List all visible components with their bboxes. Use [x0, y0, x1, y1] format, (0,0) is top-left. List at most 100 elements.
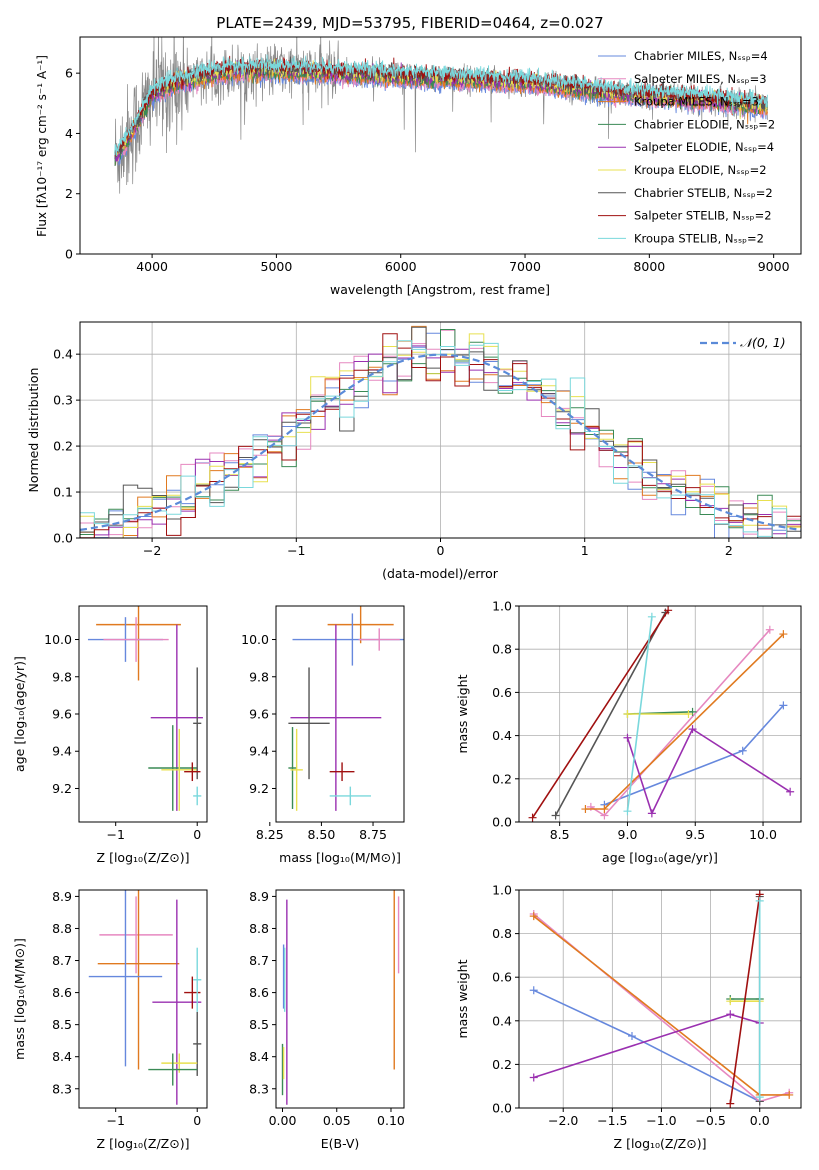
- mass-weight-line: [604, 704, 784, 806]
- y-tick-label: 9.8: [52, 669, 72, 684]
- x-axis-label: Z [log₁₀(Z/Z⊙)]: [97, 850, 190, 865]
- x-axis-label: Z [log₁₀(Z/Z⊙)]: [614, 1136, 707, 1151]
- y-tick-label: 8.7: [52, 953, 72, 968]
- mass-weight-point: [755, 896, 764, 905]
- x-tick-label: 0: [437, 543, 445, 558]
- mass-weight-point: [765, 625, 774, 634]
- y-tick-label: 1.0: [492, 883, 512, 898]
- y-tick-label: 0.1: [53, 485, 73, 500]
- panel-frame-3: 8.25 8.50 8.75 9.2 9.4 9.6 9.8 10.0: [241, 605, 405, 842]
- x-tick-label: 8.5: [550, 827, 570, 842]
- y-tick-label: 8.4: [249, 1049, 269, 1064]
- y-tick-label: 1.0: [492, 599, 512, 614]
- x-tick-label: 2: [725, 543, 733, 558]
- plot-area: [281, 890, 400, 1105]
- mass-weight-line: [585, 633, 784, 810]
- y-tick-label: 8.4: [52, 1049, 72, 1064]
- plot-area: [114, 37, 768, 194]
- x-axis-label: (data-model)/error: [382, 566, 499, 581]
- mass-weight-line: [626, 727, 791, 816]
- legend-label: Kroupa STELIB, Nₛₛₚ=2: [634, 231, 764, 245]
- x-tick-label: 7000: [509, 259, 541, 274]
- x-tick-label: 1: [581, 543, 589, 558]
- y-tick-label: 9.4: [52, 744, 72, 759]
- y-tick-label: 0.8: [492, 926, 512, 941]
- x-axis-label: mass [log₁₀(M/M⊙)]: [279, 850, 401, 865]
- legend-label: Salpeter ELODIE, Nₛₛₚ=4: [634, 140, 774, 154]
- y-tick-label: 9.8: [249, 669, 269, 684]
- x-axis-label: Z [log₁₀(Z/Z⊙)]: [97, 1136, 190, 1151]
- y-tick-label: 0.3: [53, 393, 73, 408]
- y-tick-label: 9.6: [249, 707, 269, 722]
- x-tick-label: 9.5: [685, 827, 705, 842]
- mass-weight-point: [726, 997, 735, 1006]
- legend-label: Chabrier MILES, Nₛₛₚ=4: [634, 49, 768, 63]
- x-tick-label: 8.75: [359, 827, 387, 842]
- mass-weight-point: [779, 701, 788, 710]
- y-tick-label: 8.6: [249, 985, 269, 1000]
- panel-frame-6: 0.00 0.05 0.10 8.3 8.4 8.5 8.6 8.7 8.8 8.9: [249, 889, 405, 1128]
- y-tick-label: 0.0: [53, 531, 73, 546]
- y-tick-label: 8.6: [52, 985, 72, 1000]
- y-tick-label: 8.9: [249, 889, 269, 904]
- mass-weight-point: [581, 805, 590, 814]
- axes-frame: [79, 36, 802, 255]
- panel-frame-1: −2 −1 0 1 2 0.0 0.1 0.2 0.3 0.4: [53, 321, 802, 558]
- x-tick-label: 0.0: [750, 1113, 770, 1128]
- y-tick-label: 8.5: [52, 1017, 72, 1032]
- legend-label: Chabrier STELIB, Nₛₛₚ=2: [634, 186, 773, 200]
- mass-weight-point: [551, 811, 560, 820]
- plot-area: [88, 890, 202, 1105]
- mass-weight-point: [623, 807, 632, 816]
- x-tick-label: 0.05: [323, 1113, 351, 1128]
- y-tick-label: 9.6: [52, 707, 72, 722]
- figure-title: PLATE=2439, MJD=53795, FIBERID=0464, z=0…: [216, 14, 603, 32]
- panel-frame-4: 8.5 9.0 9.5 10.0 0.0 0.2 0.4 0.6 0.8 1.0: [492, 599, 802, 842]
- mass-weight-point: [688, 707, 697, 716]
- mass-weight-point: [664, 606, 673, 615]
- y-tick-label: 0.2: [53, 439, 73, 454]
- y-axis-label: age [log₁₀(age/yr)]: [12, 656, 27, 772]
- mass-weight-point: [779, 630, 788, 639]
- mass-weight-point: [600, 805, 609, 814]
- y-tick-label: 8.8: [52, 921, 72, 936]
- x-tick-label: −2.0: [548, 1113, 578, 1128]
- mass-weight-point: [785, 1090, 794, 1099]
- mass-weight-point: [627, 1032, 636, 1041]
- mass-weight-point: [647, 809, 656, 818]
- normal-curve: [80, 353, 801, 531]
- panel-frame-7: −2.0 −1.5 −1.0 −0.5 0.0 0.0 0.2 0.4 0.6 0.8 1.0: [492, 883, 802, 1128]
- legend-label: Salpeter MILES, Nₛₛₚ=3: [634, 72, 767, 86]
- x-axis-label: wavelength [Angstrom, rest frame]: [330, 282, 550, 297]
- axes-frame: [275, 889, 405, 1109]
- axes-frame: [78, 605, 208, 823]
- x-axis-label: age [log₁₀(age/yr)]: [602, 850, 718, 865]
- plot-area: [288, 606, 404, 811]
- legend-label: 𝒩(0, 1): [740, 335, 786, 350]
- y-axis-label: mass weight: [455, 674, 470, 753]
- y-tick-label: 8.5: [249, 1017, 269, 1032]
- y-tick-label: 8.3: [52, 1081, 72, 1096]
- y-tick-label: 0.4: [53, 347, 73, 362]
- plot-area: [87, 606, 203, 811]
- x-tick-label: 10.0: [749, 827, 777, 842]
- x-tick-label: 8.25: [256, 827, 284, 842]
- legend-label: Salpeter STELIB, Nₛₛₚ=2: [634, 209, 772, 223]
- mass-weight-point: [623, 733, 632, 742]
- mass-weight-point: [726, 1010, 735, 1019]
- x-tick-label: −1: [106, 827, 124, 842]
- legend: Chabrier MILES, Nₛₛₚ=4 Salpeter MILES, Nₛ…: [598, 49, 775, 245]
- mass-weight-line: [729, 894, 761, 1104]
- y-tick-label: 10.0: [241, 632, 269, 647]
- x-tick-label: 8.50: [307, 827, 335, 842]
- y-tick-label: 2: [65, 186, 73, 201]
- y-tick-label: 0: [65, 247, 73, 262]
- axes-frame: [78, 889, 208, 1109]
- y-tick-label: 0.2: [492, 771, 512, 786]
- x-tick-label: 0.10: [377, 1113, 405, 1128]
- y-tick-label: 4: [65, 126, 73, 141]
- y-tick-label: 8.3: [249, 1081, 269, 1096]
- x-tick-label: −1.0: [646, 1113, 676, 1128]
- x-tick-label: −1: [287, 543, 305, 558]
- y-axis-label: mass weight: [455, 959, 470, 1038]
